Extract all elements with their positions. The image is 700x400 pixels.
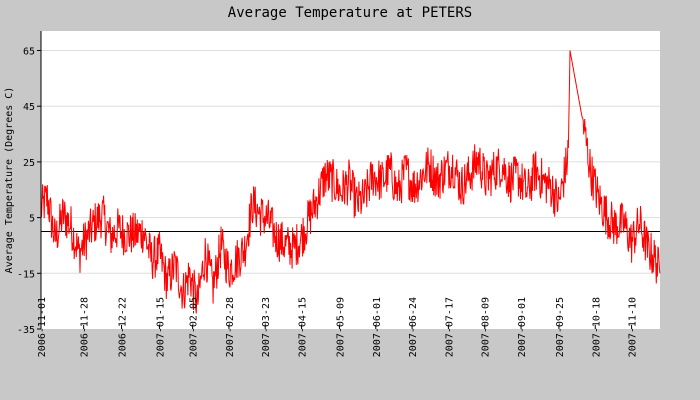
x-tick-label: 2007-02-05 — [189, 297, 200, 357]
y-tick-label: -35 — [17, 325, 35, 336]
x-tick-label: 2007-03-23 — [261, 297, 272, 357]
x-tick-label: 2007-08-09 — [481, 297, 492, 357]
x-tick-label: 2007-01-15 — [155, 297, 166, 357]
x-tick-label: 2006-11-01 — [37, 297, 48, 357]
y-tick-label: -15 — [17, 269, 35, 280]
temperature-series-line — [40, 50, 661, 314]
x-tick-label: 2007-09-25 — [555, 297, 566, 357]
y-axis: -35 -15 5 25 45 65 — [17, 31, 42, 336]
x-tick-label: 2006-12-22 — [118, 297, 129, 357]
y-tick-label: 5 — [29, 214, 35, 225]
y-axis-label: Average Temperature (Degrees C) — [4, 87, 15, 274]
x-tick-label: 2007-10-18 — [591, 297, 602, 357]
y-tick-label: 65 — [23, 46, 35, 57]
gridlines — [41, 49, 660, 274]
x-tick-label: 2007-09-01 — [517, 297, 528, 357]
chart-title: Average Temperature at PETERS — [228, 5, 472, 21]
x-tick-label: 2007-02-28 — [225, 297, 236, 357]
x-tick-label: 2007-11-10 — [628, 297, 639, 357]
x-tick-label: 2007-06-01 — [372, 297, 383, 357]
x-tick-label: 2007-07-17 — [444, 297, 455, 357]
y-tick-label: 45 — [23, 102, 35, 113]
x-tick-label: 2007-06-24 — [408, 297, 419, 357]
x-tick-label: 2007-04-15 — [298, 297, 309, 357]
x-tick-label: 2007-05-09 — [335, 297, 346, 357]
x-tick-label: 2006-11-28 — [80, 297, 91, 357]
x-axis: 2006-11-01 2006-11-28 2006-12-22 2007-01-15… — [37, 297, 639, 357]
y-tick-label: 25 — [23, 158, 35, 169]
